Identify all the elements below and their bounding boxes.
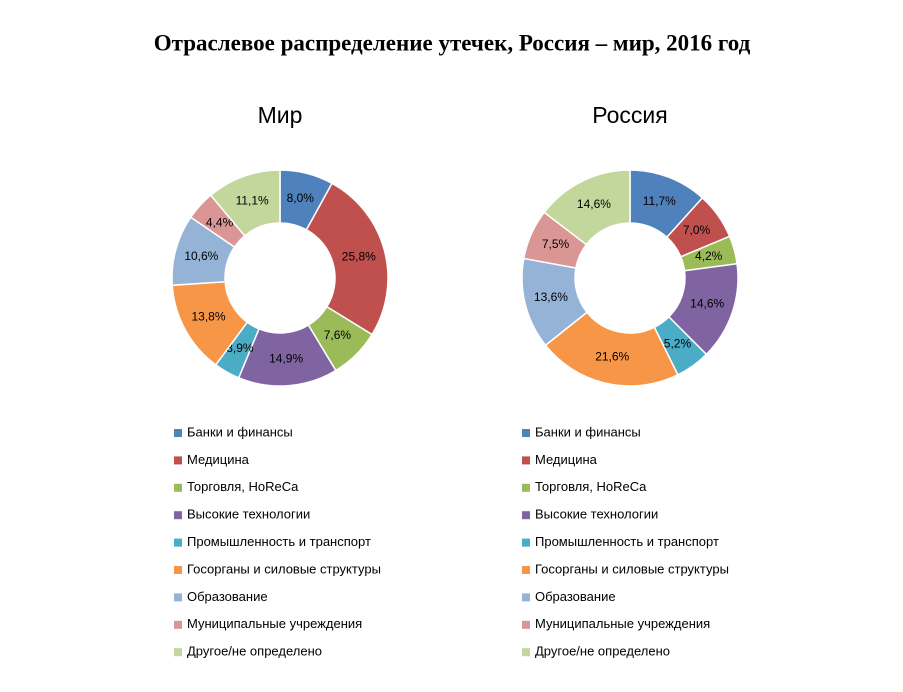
slice-label: 10,6% — [184, 249, 218, 263]
legend-label: Другое/не определено — [187, 644, 322, 659]
slice-label: 3,9% — [226, 341, 254, 355]
legend-label: Медицина — [535, 452, 598, 467]
legend-label: Госорганы и силовые структуры — [187, 561, 381, 576]
legend-swatch — [174, 456, 182, 465]
legend-swatch — [522, 429, 530, 437]
slice-label: 13,6% — [534, 290, 568, 304]
donut-slice — [305, 182, 389, 336]
legend-swatch — [522, 511, 530, 520]
slice-label: 14,9% — [269, 351, 303, 365]
legend-swatch — [174, 620, 182, 629]
donut-slice — [209, 169, 281, 237]
legend-swatch — [174, 429, 182, 437]
donut-slice — [543, 169, 631, 246]
legend-label: Промышленность и транспорт — [535, 534, 719, 549]
slice-label: 7,6% — [324, 328, 352, 342]
legend-label: Медицина — [187, 452, 250, 467]
slice-label: 25,8% — [342, 249, 376, 263]
legend-swatch — [522, 456, 530, 465]
chart-title: Мир — [258, 102, 303, 128]
legend-swatch — [522, 648, 530, 657]
legend-label: Госорганы и силовые структуры — [535, 561, 729, 576]
slice-label: 4,4% — [206, 215, 234, 229]
legend-label: Другое/не определено — [535, 644, 670, 659]
legend-label: Высокие технологии — [187, 507, 310, 522]
legend-label: Образование — [535, 589, 616, 604]
legend-swatch — [522, 566, 530, 574]
legend-swatch — [522, 483, 530, 492]
legend-label: Торговля, HoReCa — [535, 479, 647, 494]
legend-label: Банки и финансы — [535, 424, 641, 439]
slice-label: 21,6% — [595, 350, 629, 364]
chart-title: Россия — [592, 102, 667, 128]
legend-swatch — [522, 593, 530, 602]
slice-label: 11,1% — [236, 194, 269, 208]
legend-swatch — [522, 620, 530, 629]
slice-label: 14,6% — [690, 296, 724, 310]
legend-swatch — [174, 511, 182, 520]
legend-swatch — [174, 538, 182, 547]
slice-label: 5,2% — [664, 336, 692, 350]
slice-label: 7,0% — [683, 223, 711, 237]
legend-swatch — [174, 483, 182, 492]
legend-label: Торговля, HoReCa — [187, 479, 299, 494]
page-title: Отраслевое распределение утечек, Россия … — [154, 30, 751, 55]
slice-label: 8,0% — [287, 191, 315, 205]
legend-label: Образование — [187, 589, 268, 604]
slice-label: 7,5% — [542, 237, 570, 251]
slice-label: 13,8% — [191, 309, 225, 323]
legend-label: Муниципальные учреждения — [187, 616, 362, 631]
legend-swatch — [174, 566, 182, 574]
legend-label: Муниципальные учреждения — [535, 616, 710, 631]
legend-swatch — [174, 648, 182, 657]
legend-label: Высокие технологии — [535, 507, 658, 522]
legend-swatch — [522, 538, 530, 547]
slice-label: 4,2% — [695, 249, 723, 263]
legend-label: Банки и финансы — [187, 424, 293, 439]
slice-label: 11,7% — [643, 194, 676, 208]
legend-label: Промышленность и транспорт — [187, 534, 371, 549]
legend-swatch — [174, 593, 182, 602]
slice-label: 14,6% — [577, 197, 611, 211]
